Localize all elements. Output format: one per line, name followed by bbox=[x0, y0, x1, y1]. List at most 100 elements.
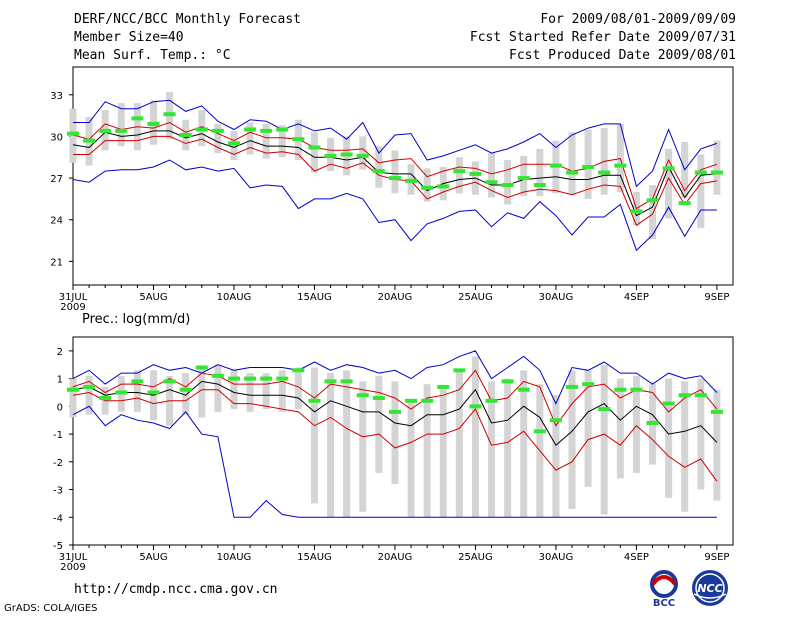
panel2-spread-bar bbox=[327, 373, 335, 518]
panel1-control-marker bbox=[340, 152, 353, 157]
panel2-ytick-label: 0 bbox=[57, 402, 63, 413]
panel1-control-marker bbox=[453, 169, 466, 174]
panel1-spread-bar bbox=[568, 132, 576, 195]
panel2-control-marker bbox=[614, 387, 627, 392]
panel1-control-marker bbox=[501, 183, 514, 188]
panel1-control-marker bbox=[388, 176, 401, 181]
panel1-xtick-label: 4SEP bbox=[624, 292, 649, 303]
panel1-control-marker bbox=[630, 209, 643, 214]
panel2-xtick-label: 15AUG bbox=[297, 552, 332, 563]
panel1-spread-bar bbox=[359, 136, 367, 170]
panel2-year-label: 2009 bbox=[60, 562, 85, 573]
panel2-xtick-label: 20AUG bbox=[378, 552, 413, 563]
panel1-control-marker bbox=[67, 131, 79, 136]
panel2-control-marker bbox=[469, 404, 482, 409]
panel1-xtick-label: 9SEP bbox=[704, 292, 729, 303]
panel2-spread-bar bbox=[488, 381, 496, 518]
panel1-control-marker bbox=[179, 133, 192, 138]
panel2-spread-bar bbox=[230, 370, 238, 410]
panel2-control-marker bbox=[566, 384, 579, 389]
panel2-ytick-label: -5 bbox=[53, 541, 63, 552]
panel1-control-marker bbox=[292, 137, 305, 142]
panel2-ytick-label: 2 bbox=[57, 347, 63, 358]
panel1-spread-bar bbox=[230, 130, 238, 161]
panel2-control-marker bbox=[211, 373, 224, 378]
panel2-control-marker bbox=[340, 379, 353, 384]
panel1-spread-bar bbox=[488, 153, 496, 198]
panel2-spread-bar bbox=[600, 364, 608, 515]
panel1-control-marker bbox=[582, 164, 595, 169]
panel1-control-marker bbox=[276, 127, 289, 132]
panel1-control-marker bbox=[308, 145, 321, 150]
panel1-spread-bar bbox=[278, 125, 286, 158]
panel2-spread-bar bbox=[697, 378, 705, 490]
panel1-spread-bar bbox=[536, 148, 544, 197]
panel1-ytick-label: 21 bbox=[50, 257, 63, 268]
panel2-xtick-label: 25AUG bbox=[458, 552, 493, 563]
panel2-control-marker bbox=[372, 396, 385, 401]
panel1-spread-bar bbox=[310, 132, 318, 173]
panel1-control-marker bbox=[83, 138, 96, 143]
panel2-ensemble-max-line bbox=[72, 350, 718, 405]
panel1-xtick-label: 5AUG bbox=[139, 292, 167, 303]
panel1-spread-bar bbox=[665, 148, 673, 219]
panel1-control-marker bbox=[244, 127, 257, 132]
panel1-spread-bar bbox=[375, 146, 383, 188]
panel2-control-marker bbox=[308, 398, 321, 403]
panel1-control-marker bbox=[372, 169, 385, 174]
panel1-control-marker bbox=[227, 141, 240, 146]
panel1-control-marker bbox=[437, 184, 450, 189]
panel1-control-marker bbox=[678, 201, 691, 206]
panel1-spread-bar bbox=[423, 168, 431, 202]
panel2-ytick-label: -2 bbox=[53, 458, 63, 469]
panel2-control-marker bbox=[501, 379, 514, 384]
panel2-control-marker bbox=[710, 409, 723, 414]
panel2-minus-sigma-line bbox=[72, 389, 718, 482]
panel1-control-marker bbox=[421, 185, 434, 190]
panel2-spread-bar bbox=[198, 367, 206, 418]
member-size: Member Size=40 bbox=[74, 30, 184, 45]
panel1-control-marker bbox=[598, 170, 611, 175]
panel2-ytick-label: 1 bbox=[57, 375, 63, 386]
panel1-spread-bar bbox=[520, 155, 528, 197]
panel1-control-marker bbox=[163, 112, 176, 117]
panel1-spread-bar bbox=[214, 123, 222, 154]
panel1-xtick-label: 30AUG bbox=[539, 292, 574, 303]
panel2-spread-bar bbox=[504, 378, 512, 518]
panel1-control-marker bbox=[115, 128, 128, 133]
panel1-xtick-label: 15AUG bbox=[297, 292, 332, 303]
panel2-control-marker bbox=[533, 429, 546, 434]
variable-label-precip: Prec.: log(mm/d) bbox=[82, 312, 190, 327]
panel2-control-marker bbox=[453, 368, 466, 373]
panel2-control-marker bbox=[179, 387, 192, 392]
panel2-plus-sigma-line bbox=[72, 369, 718, 427]
panel2-control-marker bbox=[694, 393, 707, 398]
panel2-spread-bar bbox=[262, 373, 270, 410]
panel1-spread-bar bbox=[616, 123, 624, 192]
panel2-control-marker bbox=[549, 418, 562, 423]
panel1-control-marker bbox=[260, 128, 273, 133]
panel2-spread-bar bbox=[681, 381, 689, 512]
panel2-control-marker bbox=[421, 398, 434, 403]
panel1-control-marker bbox=[566, 170, 579, 175]
panel2-spread-bar bbox=[359, 381, 367, 512]
panel2-xtick-label: 4SEP bbox=[624, 552, 649, 563]
panel2-ytick-label: -1 bbox=[53, 430, 63, 441]
panel1-control-marker bbox=[324, 153, 337, 158]
bcc-logo: BCC bbox=[650, 570, 678, 608]
panel2-control-marker bbox=[292, 368, 305, 373]
panel1-control-marker bbox=[662, 166, 675, 171]
panel2-control-marker bbox=[195, 365, 208, 370]
panel2-spread-bar bbox=[520, 370, 528, 518]
panel2-xtick-label: 10AUG bbox=[217, 552, 252, 563]
chart-title: DERF/NCC/BCC Monthly Forecast bbox=[74, 12, 301, 27]
panel2-control-marker bbox=[662, 401, 675, 406]
panel1-spread-bar bbox=[504, 160, 512, 205]
panel2-spread-bar bbox=[246, 373, 254, 412]
panel1-control-marker bbox=[485, 180, 498, 185]
panel2-control-marker bbox=[67, 387, 79, 392]
website-url[interactable]: http://cmdp.ncc.cma.gov.cn bbox=[74, 582, 278, 597]
panel2-control-marker bbox=[99, 396, 112, 401]
panel1-spread-bar bbox=[713, 140, 721, 195]
panel1-spread-bar bbox=[455, 157, 463, 194]
